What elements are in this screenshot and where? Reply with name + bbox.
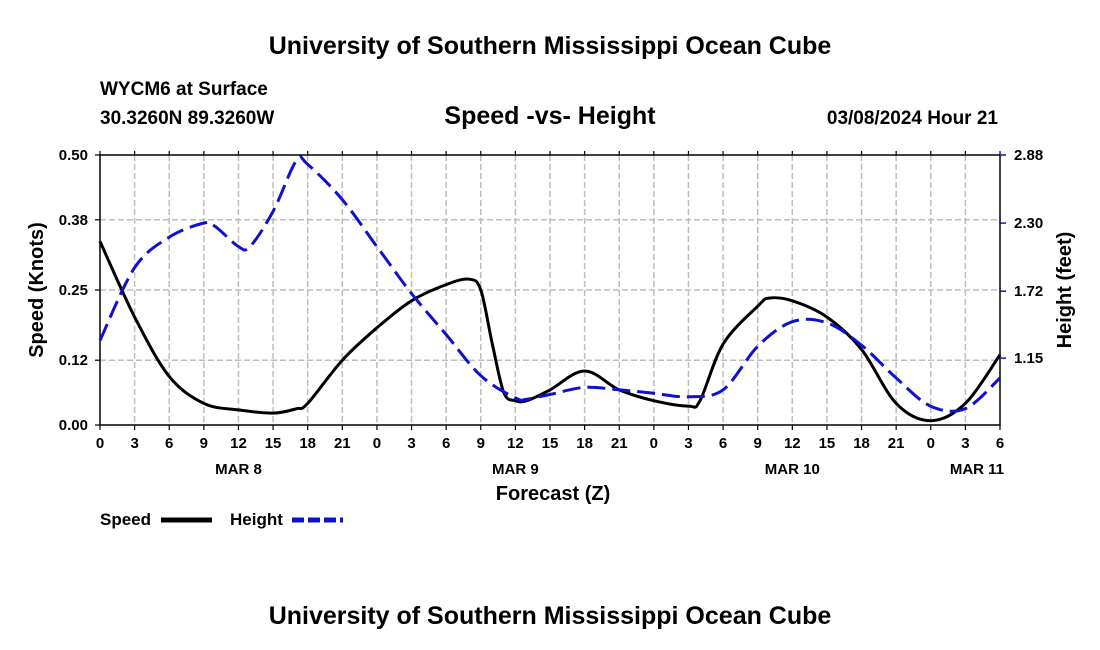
x-tick-label: 0	[927, 435, 935, 452]
chart-title: Speed -vs- Height	[444, 102, 656, 130]
y-left-tick-labels: 0.00 0.12 0.25 0.38 0.50	[59, 147, 88, 434]
x-tick-label: 18	[853, 435, 870, 452]
y-left-tick-label: 0.38	[59, 212, 88, 229]
x-tick-label: 3	[961, 435, 969, 452]
x-tick-label: 0	[373, 435, 381, 452]
x-tick-label: 21	[888, 435, 905, 452]
x-axis-label: Forecast (Z)	[496, 483, 610, 505]
x-tick-label: 12	[507, 435, 524, 452]
x-tick-label: 0	[96, 435, 104, 452]
x-tick-label: 6	[165, 435, 173, 452]
y-right-tick-labels: 1.15 1.72 2.30 2.88	[1014, 147, 1043, 367]
y-right-axis-label: Height (feet)	[1054, 232, 1076, 349]
x-tick-label: 0	[650, 435, 658, 452]
y-right-tick-label: 1.72	[1014, 283, 1043, 300]
x-tick-label: 21	[334, 435, 351, 452]
day-label: MAR 9	[492, 461, 539, 478]
x-tick-label: 6	[442, 435, 450, 452]
x-tick-label: 6	[996, 435, 1004, 452]
y-left-tick-label: 0.00	[59, 417, 88, 434]
datetime-label: 03/08/2024 Hour 21	[827, 108, 999, 129]
x-tick-label: 15	[819, 435, 836, 452]
x-tick-label: 12	[230, 435, 247, 452]
x-tick-label: 3	[407, 435, 415, 452]
legend-height-label: Height	[230, 510, 283, 529]
location-label: 30.3260N 89.3260W	[100, 108, 274, 129]
y-right-tick-label: 2.88	[1014, 147, 1043, 164]
x-tick-label: 15	[265, 435, 282, 452]
x-tick-label: 12	[784, 435, 801, 452]
y-right-tick-label: 2.30	[1014, 215, 1043, 232]
x-tick-label: 9	[754, 435, 762, 452]
day-label: MAR 11	[950, 461, 1004, 478]
page-title-top: University of Southern Mississippi Ocean…	[269, 32, 832, 60]
page-title-bottom: University of Southern Mississippi Ocean…	[269, 602, 832, 630]
x-tick-label: 9	[200, 435, 208, 452]
x-tick-label: 21	[611, 435, 628, 452]
day-label: MAR 10	[765, 461, 820, 478]
series-line-speed	[98, 240, 1002, 423]
series-lines	[98, 155, 1002, 423]
x-tick-label: 18	[299, 435, 316, 452]
day-labels: MAR 8 MAR 9 MAR 10 MAR 11	[215, 461, 1004, 478]
x-tick-label: 3	[130, 435, 138, 452]
axis-ticks	[95, 151, 1006, 430]
series-line-height	[98, 155, 1002, 413]
station-label: WYCM6 at Surface	[100, 79, 268, 100]
x-tick-label: 9	[477, 435, 485, 452]
y-left-axis-label: Speed (Knots)	[26, 222, 48, 358]
x-tick-label: 3	[684, 435, 692, 452]
y-left-tick-label: 0.25	[59, 282, 88, 299]
x-tick-label: 15	[542, 435, 559, 452]
y-left-tick-label: 0.12	[59, 352, 88, 369]
y-left-tick-label: 0.50	[59, 147, 88, 164]
x-tick-label: 18	[576, 435, 593, 452]
day-label: MAR 8	[215, 461, 262, 478]
x-tick-label: 6	[719, 435, 727, 452]
x-tick-labels: 0 3 6 9 12 15 18 21 0 3 6 9 12 15 18 21 0 3 6 9 12 15 18 21 0 3 6	[96, 435, 1004, 452]
legend-speed-label: Speed	[100, 510, 151, 529]
legend: Speed Height	[100, 510, 343, 529]
plot-grid	[100, 155, 1000, 425]
y-right-tick-label: 1.15	[1014, 350, 1043, 367]
